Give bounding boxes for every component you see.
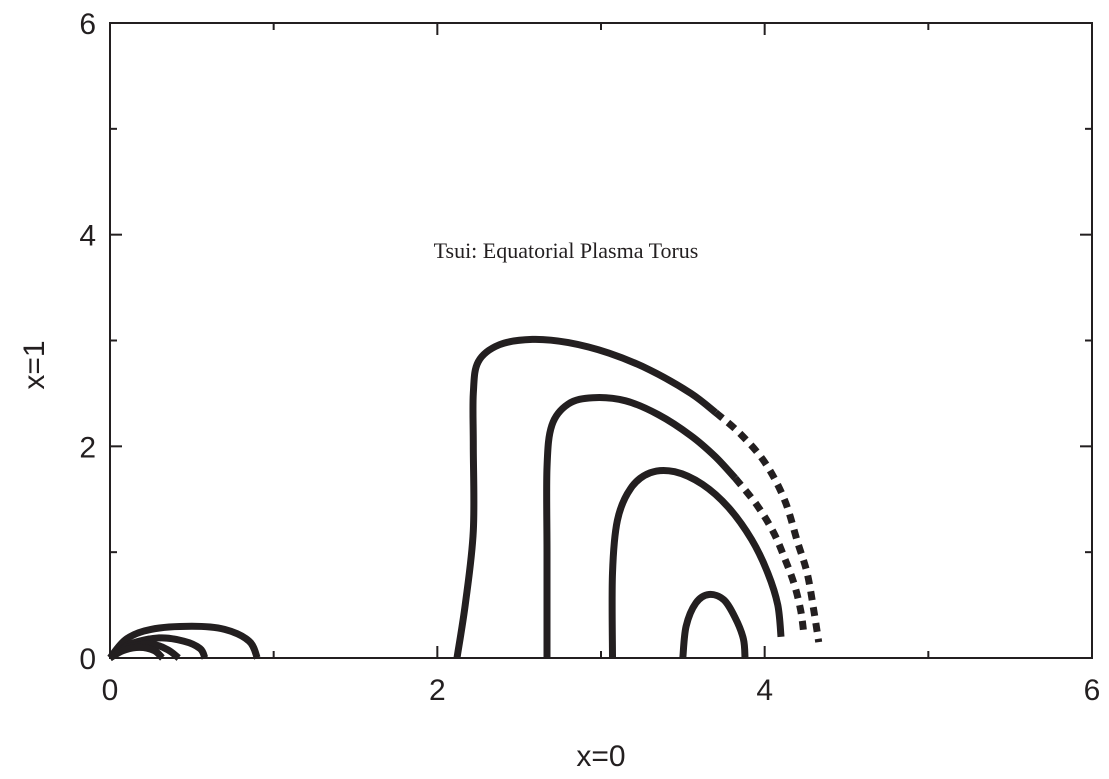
contour-line [107, 622, 261, 661]
contour-line [108, 643, 165, 662]
y-tick-label: 0 [79, 643, 96, 676]
annotation-label: Tsui: Equatorial Plasma Torus [434, 238, 699, 263]
x-tick-label: 4 [756, 674, 773, 707]
x-tick-label: 6 [1084, 674, 1101, 707]
contour-line [679, 590, 749, 659]
tick-labels: 0 2 4 6 0 2 4 6 [79, 8, 1100, 707]
y-tick-label: 4 [79, 220, 96, 253]
contour-line [453, 335, 718, 659]
ticks [109, 22, 1093, 659]
x-tick-label: 0 [102, 674, 119, 707]
plot-frame [109, 22, 1093, 659]
contour-line [713, 409, 823, 643]
contour-line [608, 466, 785, 659]
x-axis-title: x=0 [576, 740, 625, 773]
y-tick-label: 6 [79, 8, 96, 41]
contour-line [543, 394, 738, 658]
contour-line [732, 475, 808, 636]
curves [107, 335, 823, 662]
x-tick-label: 2 [429, 674, 446, 707]
y-axis-title: x=1 [18, 340, 51, 389]
y-tick-label: 2 [79, 431, 96, 464]
